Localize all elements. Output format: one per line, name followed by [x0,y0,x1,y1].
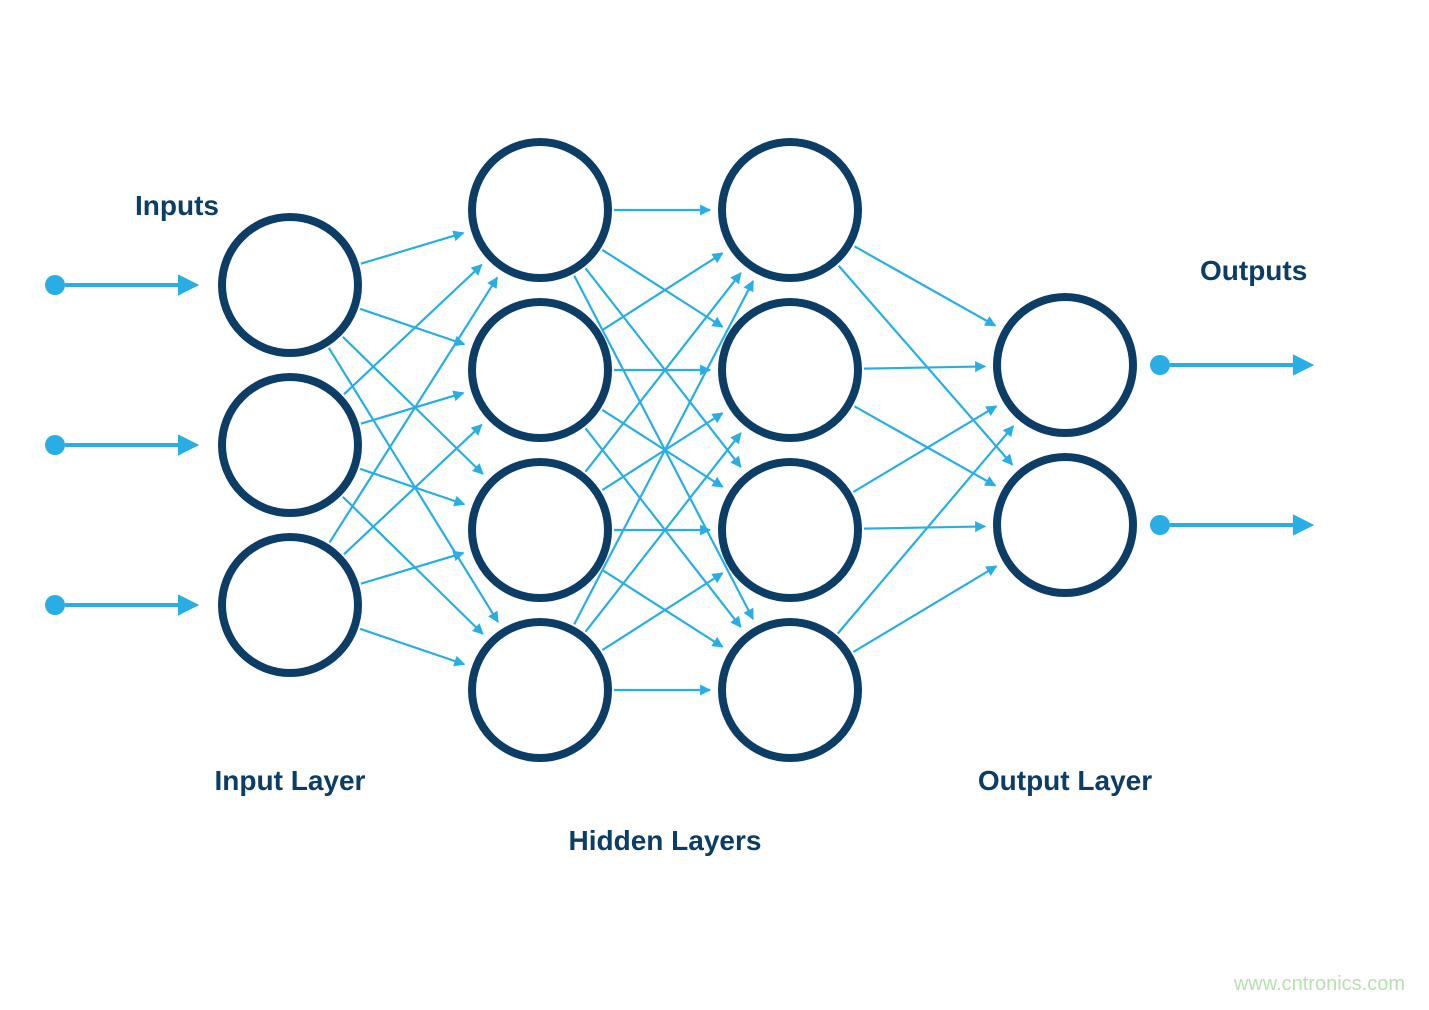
hidden1-node [472,142,608,278]
hidden2-node [722,622,858,758]
input-node [222,217,358,353]
output-node [997,457,1133,593]
hidden1-node [472,622,608,758]
hidden2-node [722,142,858,278]
hidden2-node [722,302,858,438]
input-dot [45,435,65,455]
neural-network-diagram: Inputs Outputs Input Layer Hidden Layers Out… [0,0,1429,1010]
input-dot [45,595,65,615]
output-node [997,297,1133,433]
hidden2-node [722,462,858,598]
input-node [222,537,358,673]
hidden1-node [472,302,608,438]
inputs-label: Inputs [135,190,219,221]
watermark: www.cntronics.com [1233,973,1405,995]
output-dot [1150,515,1170,535]
output-dot [1150,355,1170,375]
output-layer-label: Output Layer [978,765,1152,796]
input-dot [45,275,65,295]
hidden1-node [472,462,608,598]
input-layer-label: Input Layer [215,765,366,796]
hidden-layers-label: Hidden Layers [569,825,762,856]
outputs-label: Outputs [1200,255,1307,286]
input-node [222,377,358,513]
